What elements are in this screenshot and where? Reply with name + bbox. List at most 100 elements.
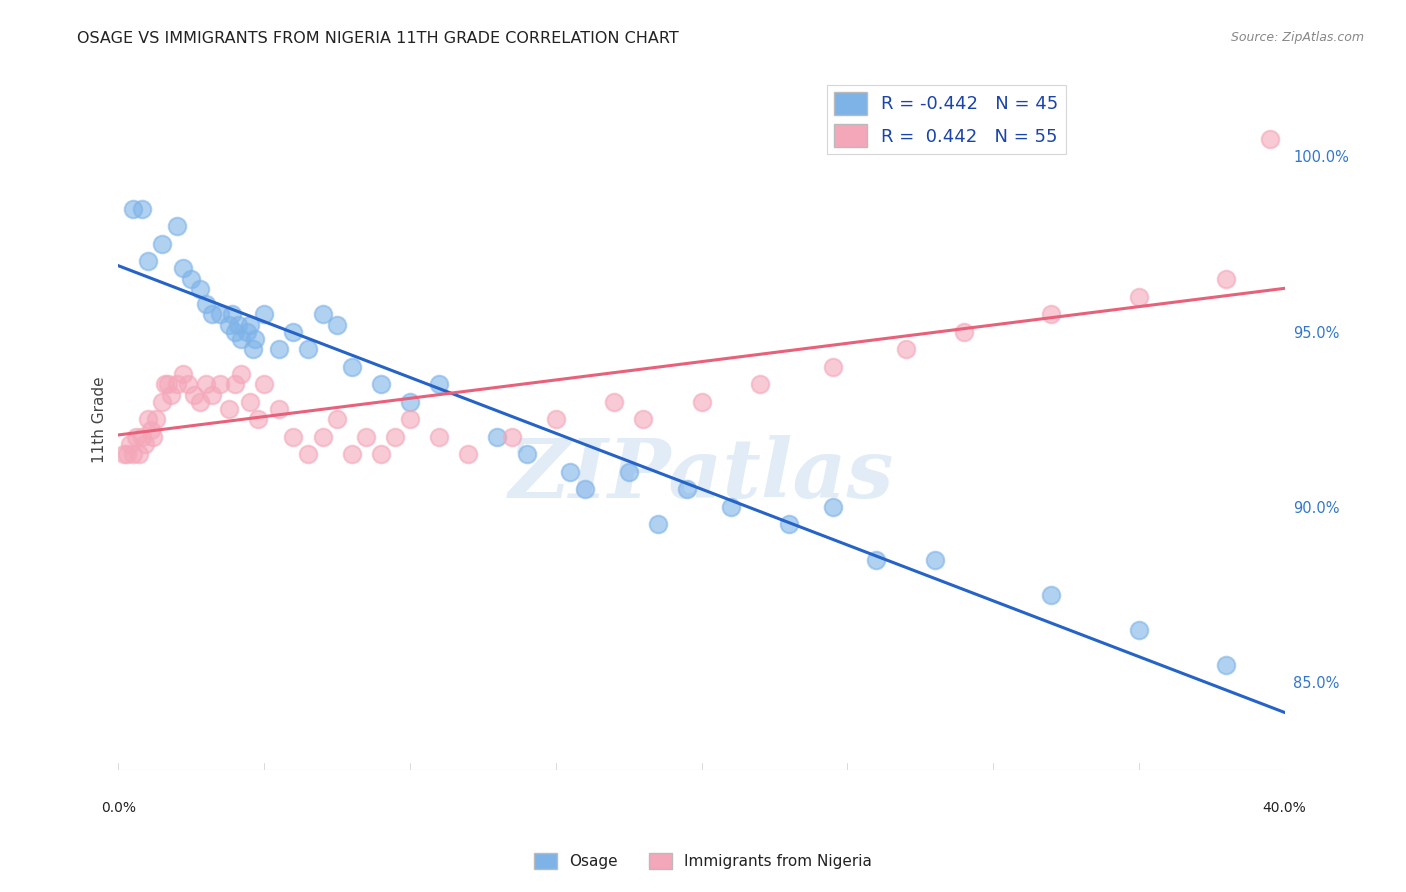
Point (1215, 272, 1237, 286)
Point (239, 394, 262, 409)
Point (574, 483, 596, 497)
Point (209, 307, 232, 321)
Point (136, 254, 159, 268)
Point (865, 552, 887, 566)
Point (283, 325, 305, 339)
Point (311, 307, 333, 321)
Point (603, 394, 626, 409)
Point (894, 342, 917, 356)
Point (370, 377, 392, 392)
Point (128, 447, 150, 461)
Point (201, 307, 224, 321)
Point (245, 332, 267, 346)
Point (218, 318, 240, 332)
Point (115, 447, 138, 461)
Point (209, 377, 232, 392)
Point (647, 517, 669, 532)
Point (821, 500, 844, 514)
Point (120, 437, 142, 451)
Point (172, 261, 194, 276)
Point (229, 367, 252, 381)
Point (267, 342, 290, 356)
Point (953, 325, 976, 339)
Point (354, 430, 377, 444)
Text: 0.0%: 0.0% (101, 800, 136, 814)
Point (326, 412, 349, 426)
Point (221, 307, 243, 321)
Point (180, 272, 202, 286)
Point (166, 219, 188, 234)
Point (139, 423, 162, 437)
Point (131, 202, 153, 216)
Point (142, 430, 165, 444)
Text: Source: ZipAtlas.com: Source: ZipAtlas.com (1230, 31, 1364, 45)
Point (457, 447, 479, 461)
Point (297, 342, 319, 356)
Point (122, 202, 145, 216)
Point (226, 318, 249, 332)
Point (145, 412, 167, 426)
Point (676, 483, 699, 497)
Point (399, 394, 422, 409)
Point (297, 447, 319, 461)
Point (370, 447, 392, 461)
Point (427, 377, 450, 392)
Point (218, 401, 240, 416)
Point (1215, 657, 1237, 672)
Point (166, 377, 188, 392)
Point (748, 377, 770, 392)
Point (122, 447, 145, 461)
Point (134, 437, 156, 451)
Point (229, 332, 252, 346)
Point (201, 388, 224, 402)
Point (340, 447, 363, 461)
Point (1040, 307, 1063, 321)
Point (384, 430, 406, 444)
Point (131, 430, 153, 444)
Point (631, 412, 654, 426)
Point (239, 318, 262, 332)
Point (183, 388, 205, 402)
Point (544, 412, 567, 426)
Point (247, 412, 270, 426)
Point (617, 465, 640, 479)
Point (188, 394, 211, 409)
Point (690, 394, 713, 409)
Point (1128, 623, 1150, 637)
Text: ZIPatlas: ZIPatlas (509, 435, 894, 516)
Text: 40.0%: 40.0% (1263, 800, 1306, 814)
Point (235, 325, 257, 339)
Point (399, 412, 422, 426)
Point (560, 465, 582, 479)
Y-axis label: 11th Grade: 11th Grade (93, 376, 107, 463)
Point (188, 283, 211, 297)
Point (156, 377, 179, 392)
Point (150, 394, 173, 409)
Point (427, 430, 450, 444)
Point (821, 359, 844, 374)
Point (283, 430, 305, 444)
Point (150, 236, 173, 251)
Point (194, 296, 217, 310)
Point (153, 377, 176, 392)
Point (267, 401, 290, 416)
Point (1128, 289, 1150, 303)
Point (253, 307, 276, 321)
Point (486, 430, 509, 444)
Text: OSAGE VS IMMIGRANTS FROM NIGERIA 11TH GRADE CORRELATION CHART: OSAGE VS IMMIGRANTS FROM NIGERIA 11TH GR… (77, 31, 679, 46)
Point (194, 377, 217, 392)
Point (253, 377, 276, 392)
Point (1040, 588, 1063, 602)
Point (311, 430, 333, 444)
Point (172, 367, 194, 381)
Point (224, 377, 246, 392)
Point (125, 430, 148, 444)
Point (112, 447, 135, 461)
Point (516, 447, 538, 461)
Point (177, 377, 200, 392)
Point (224, 325, 246, 339)
Point (720, 500, 742, 514)
Point (1258, 131, 1281, 145)
Legend: Osage, Immigrants from Nigeria: Osage, Immigrants from Nigeria (529, 847, 877, 875)
Point (160, 388, 183, 402)
